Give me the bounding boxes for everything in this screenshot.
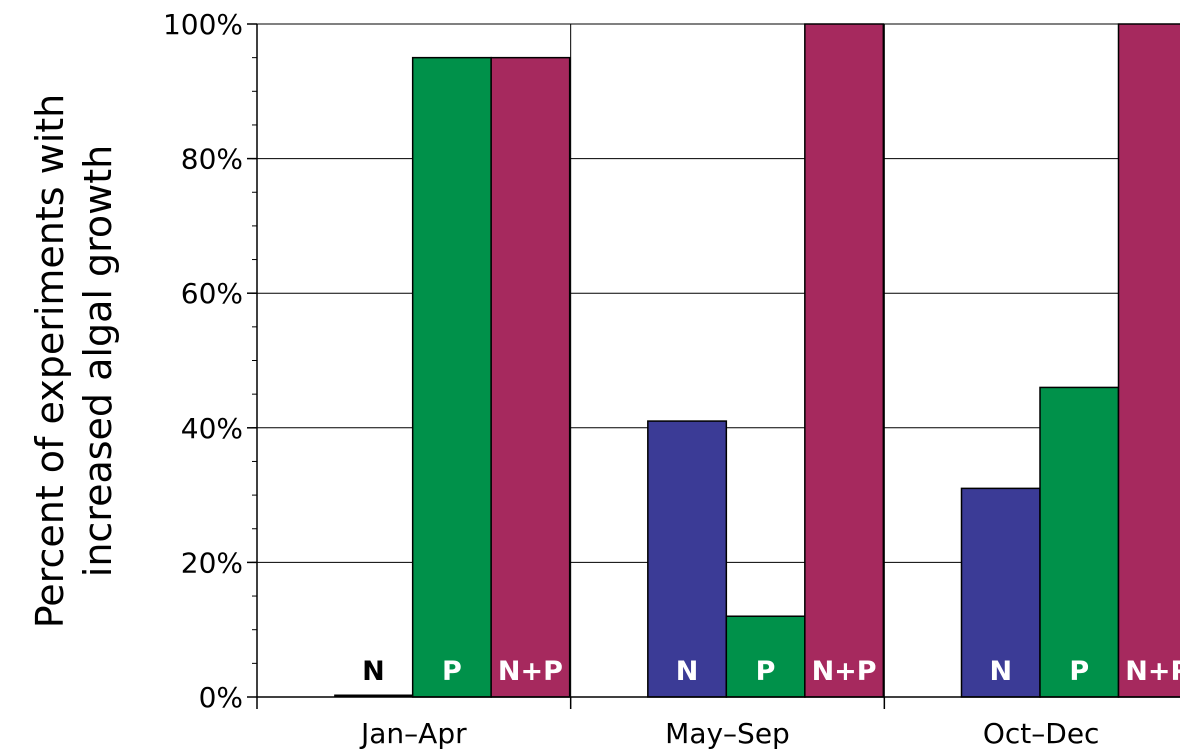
labels: 0% 20% 40% 60% 80% 100% N P N+P Jan–Apr N P N+P May–S…: [163, 8, 1180, 750]
bar-label-N-0: N: [362, 656, 385, 687]
bar-label-N+P-2: N+P: [1125, 656, 1180, 687]
x-category-label-2: Oct–Dec: [983, 717, 1100, 750]
bar-label-N+P-1: N+P: [812, 656, 877, 687]
y-tick-label-1: 20%: [181, 546, 243, 579]
y-tick-label-0: 0%: [199, 681, 243, 714]
axes: [247, 23, 1180, 709]
bar-N+P-1: [804, 23, 885, 698]
bar-N+P-0: [490, 56, 571, 698]
bar-N+P-2: [1117, 23, 1180, 698]
bar-label-N-1: N: [676, 656, 699, 687]
bar-label-P-1: P: [756, 656, 776, 687]
y-tick-label-5: 100%: [163, 8, 243, 41]
bars: [334, 23, 1180, 698]
bar-P-2: [1039, 386, 1120, 698]
y-tick-label-3: 60%: [181, 277, 243, 310]
y-tick-label-4: 80%: [181, 143, 243, 176]
y-axis-label-line-2: increased algal growth: [76, 145, 120, 577]
x-category-label-1: May–Sep: [665, 717, 790, 750]
bar-label-P-0: P: [442, 656, 462, 687]
x-category-label-0: Jan–Apr: [359, 717, 467, 750]
bar-P-0: [411, 56, 492, 698]
bar-label-N+P-0: N+P: [498, 656, 563, 687]
y-axis-label-line-1: Percent of experiments with: [28, 94, 72, 629]
bar-N-1: [647, 420, 728, 698]
bar-label-P-2: P: [1069, 656, 1089, 687]
bar-label-N-2: N: [989, 656, 1012, 687]
y-tick-label-2: 40%: [181, 412, 243, 445]
